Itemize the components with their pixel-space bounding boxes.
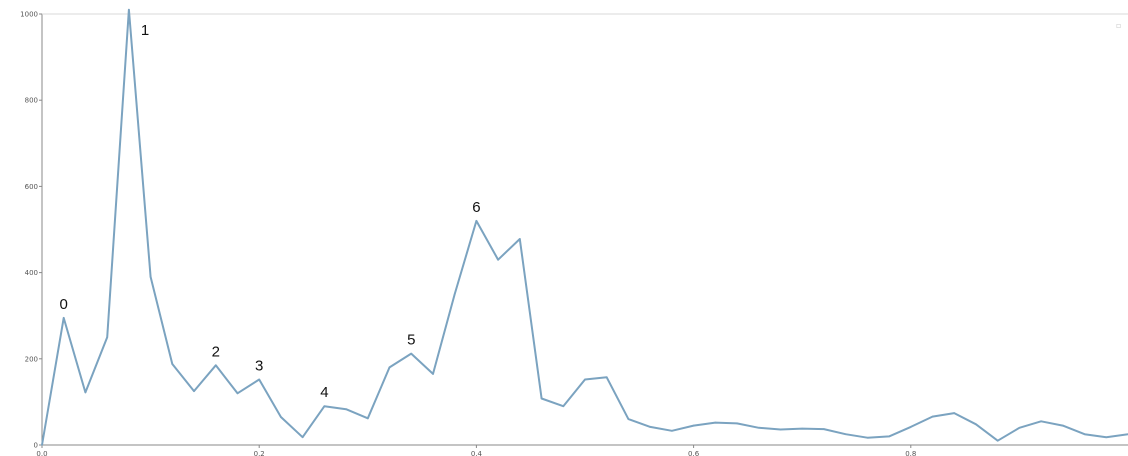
- data-point: [671, 429, 673, 432]
- data-point: [540, 397, 543, 400]
- data-point: [41, 444, 43, 446]
- y-tick-label: 800: [25, 97, 38, 105]
- data-point: [84, 391, 87, 394]
- data-point: [866, 436, 869, 439]
- data-point: [345, 408, 347, 411]
- data-point: [1083, 433, 1086, 436]
- data-point: [149, 276, 152, 278]
- data-point: [1062, 424, 1064, 427]
- data-point: [106, 336, 108, 339]
- data-point: [519, 238, 521, 240]
- data-point: [562, 405, 565, 408]
- corner-mark: ▫: [1116, 21, 1121, 30]
- data-point: [953, 412, 956, 414]
- data-point: [301, 436, 304, 439]
- data-point: [844, 433, 847, 436]
- data-point: [171, 363, 174, 365]
- data-point: [584, 378, 586, 381]
- peak-label: 3: [255, 357, 263, 374]
- data-point: [692, 424, 695, 427]
- data-point: [236, 392, 239, 395]
- data-point: [627, 418, 630, 420]
- data-point: [128, 8, 130, 11]
- data-point: [736, 422, 738, 425]
- data-point: [214, 364, 217, 367]
- data-point: [714, 421, 717, 424]
- y-tick-label: 200: [25, 355, 38, 363]
- data-point: [367, 417, 369, 420]
- x-tick-label: 0.2: [254, 450, 265, 456]
- y-tick-label: 1000: [20, 11, 38, 19]
- data-point: [453, 293, 456, 295]
- data-point: [888, 435, 890, 438]
- data-point: [323, 405, 326, 408]
- x-tick-label: 0.8: [905, 450, 916, 456]
- x-axis-ticks: 0.0 0.2 0.4 0.6 0.8: [36, 445, 916, 456]
- data-point: [605, 376, 608, 379]
- peak-label: 2: [212, 343, 220, 360]
- data-point: [931, 415, 934, 418]
- peak-label: 6: [472, 199, 480, 216]
- data-point: [649, 426, 651, 428]
- data-point: [1040, 420, 1042, 423]
- data-point: [193, 390, 195, 392]
- data-point: [280, 416, 282, 418]
- data-point: [975, 423, 977, 426]
- peak-label: 0: [60, 296, 68, 313]
- data-point: [779, 428, 782, 431]
- y-axis-ticks: 0 200 400 600 800 1000: [20, 11, 42, 450]
- data-point: [757, 426, 760, 429]
- y-tick-label: 0: [34, 442, 38, 450]
- annotations-group: 0 1 2 3 4 5 6: [60, 22, 481, 401]
- data-point: [910, 426, 912, 428]
- x-tick-label: 0.0: [36, 450, 47, 456]
- peak-label: 5: [407, 332, 415, 349]
- y-tick-label: 600: [25, 183, 38, 191]
- data-point: [258, 378, 261, 381]
- data-point: [410, 352, 413, 355]
- data-point: [62, 317, 65, 319]
- data-point: [388, 366, 391, 369]
- data-point: [497, 258, 499, 261]
- data-point: [996, 439, 999, 442]
- x-tick-label: 0.4: [471, 450, 483, 456]
- data-point: [475, 220, 478, 222]
- data-point: [801, 427, 803, 430]
- data-point: [823, 428, 825, 430]
- x-tick-label: 0.6: [688, 450, 700, 456]
- axes: [41, 13, 1128, 446]
- peak-label: 4: [320, 384, 328, 401]
- data-point: [1105, 436, 1108, 439]
- y-tick-label: 400: [25, 269, 38, 277]
- series-group: [41, 8, 1128, 446]
- data-point: [432, 373, 434, 375]
- peak-label: 1: [141, 22, 149, 39]
- data-point: [1018, 426, 1021, 429]
